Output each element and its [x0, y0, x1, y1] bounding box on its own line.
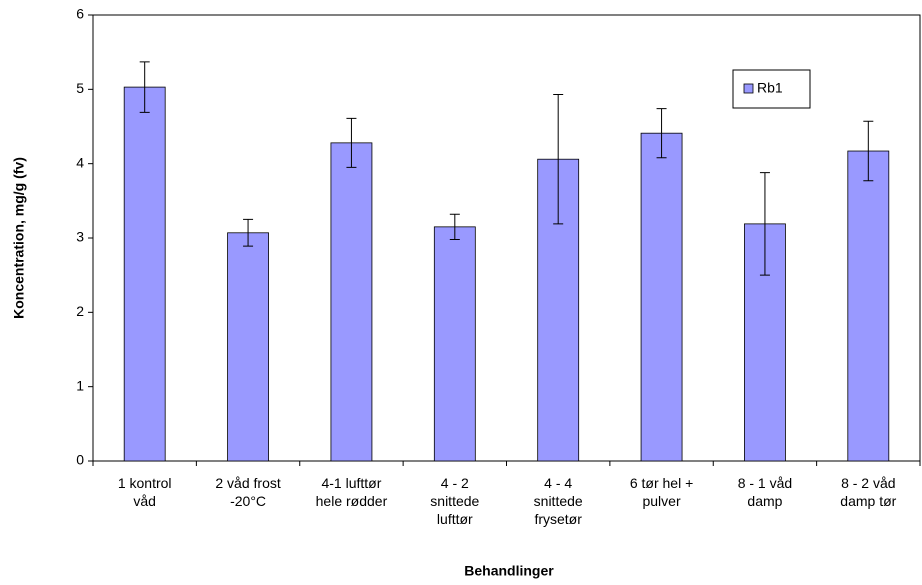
y-axis-title: Koncentration, mg/g (fv): [11, 157, 27, 319]
bar: [330, 142, 373, 462]
y-tick-label: 0: [76, 452, 84, 468]
legend-swatch: [743, 83, 754, 94]
error-bar: [656, 108, 667, 159]
x-tick-label: 8 - 2 våd damp tør: [840, 475, 897, 509]
x-tick-label: 4 - 4 snittede frysetør: [533, 475, 583, 527]
bar: [123, 86, 166, 462]
y-tick-label: 2: [76, 303, 84, 319]
x-tick-label: 4-1 lufttør hele rødder: [315, 475, 388, 509]
y-tick-label: 4: [76, 154, 84, 170]
y-tick-label: 6: [76, 6, 84, 22]
y-tick-label: 5: [76, 80, 84, 96]
y-tick-label: 3: [76, 229, 84, 245]
error-bar: [243, 218, 254, 247]
x-tick-label: 1 kontrol våd: [117, 475, 172, 509]
bar: [227, 232, 269, 462]
error-bar: [346, 117, 357, 168]
x-tick-label: 6 tør hel + pulver: [629, 475, 694, 509]
legend-label: Rb1: [757, 80, 783, 96]
error-bar: [863, 120, 874, 182]
bar: [640, 132, 683, 462]
x-axis-title: Behandlinger: [464, 563, 554, 579]
x-tick-label: 2 våd frost -20°C: [215, 475, 281, 509]
y-tick-label: 1: [76, 377, 84, 393]
error-bar: [553, 94, 564, 225]
error-bar: [759, 172, 770, 276]
error-bar: [449, 213, 460, 240]
bar: [847, 150, 890, 462]
bar: [433, 226, 476, 462]
x-tick-label: 8 - 1 våd damp: [737, 475, 793, 509]
x-tick-label: 4 - 2 snittede lufttør: [430, 475, 480, 527]
error-bar: [139, 61, 150, 113]
